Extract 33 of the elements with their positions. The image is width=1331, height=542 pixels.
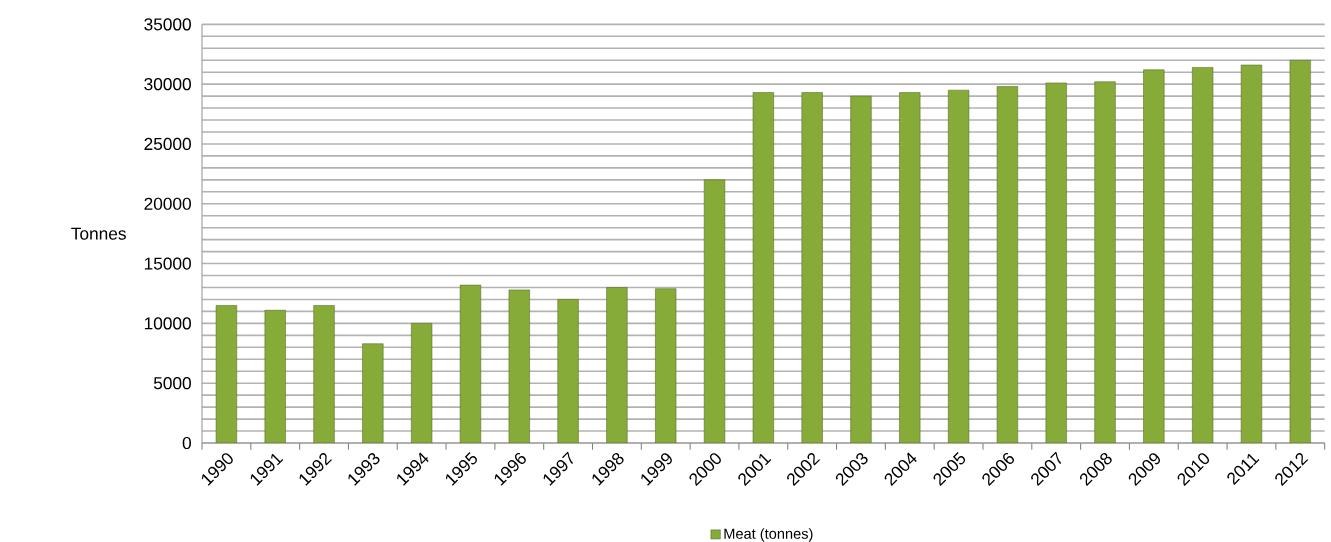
y-tick-label: 5000 [153,377,191,390]
bar [557,299,579,443]
bar [1240,64,1263,443]
y-tick-label: 20000 [144,197,191,210]
bar [1192,67,1214,443]
y-tick-label: 0 [182,436,191,450]
bar [996,86,1018,443]
bar [1094,81,1116,443]
bar [703,179,726,443]
bar [606,287,628,443]
bar [899,92,921,443]
y-axis-title: Tonnes [71,227,126,240]
y-tick-label: 25000 [144,137,191,151]
bar [752,92,774,443]
bar [801,92,823,443]
bar [362,343,384,443]
bar [1143,69,1165,443]
bar [850,95,872,443]
bar [459,284,482,443]
y-tick-label: 30000 [144,78,191,91]
bar [264,309,286,443]
bar [655,288,677,443]
bar [508,289,530,443]
y-tick-label: 35000 [144,18,191,31]
y-tick-label: 15000 [144,257,191,270]
legend-label: Meat (tonnes) [724,528,813,542]
y-tick-label: 10000 [144,317,191,330]
bar [411,323,433,443]
bar [1045,82,1067,443]
bar [313,305,335,443]
bar [947,89,970,443]
bar [1289,59,1311,443]
bar [215,305,238,443]
